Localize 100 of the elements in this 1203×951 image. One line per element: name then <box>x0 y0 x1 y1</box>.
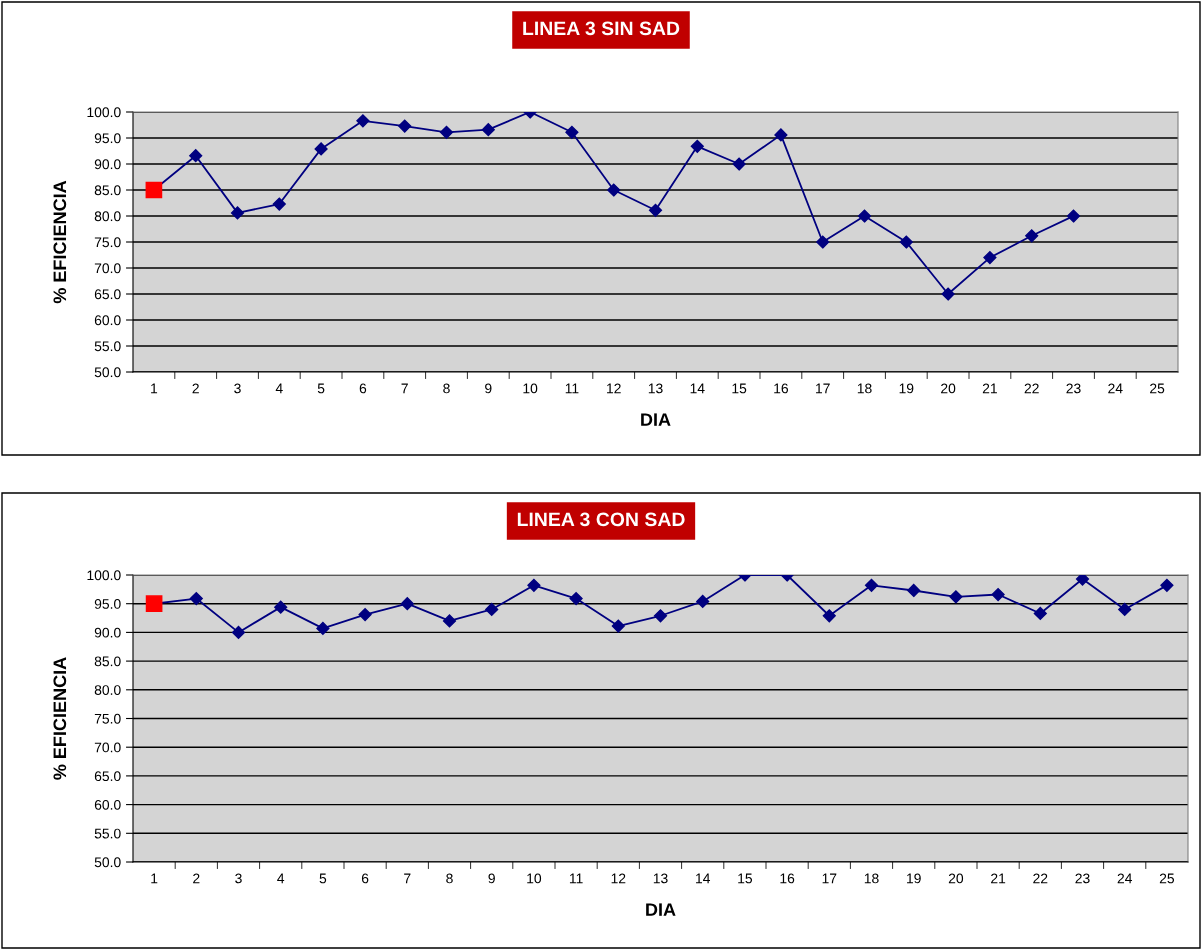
x-tick-label: 18 <box>857 383 872 394</box>
point <box>653 609 668 623</box>
point <box>569 591 583 606</box>
point <box>732 157 746 171</box>
y-tick-label: 75.0 <box>94 713 121 724</box>
y-axis-title: % EFICIENCIA <box>53 180 67 304</box>
x-tick-label: 25 <box>1150 383 1165 394</box>
point <box>864 578 879 592</box>
point <box>230 206 245 220</box>
x-tick-label: 17 <box>822 873 837 884</box>
point <box>1025 229 1039 243</box>
point <box>316 621 330 635</box>
y-tick-label: 60.0 <box>94 799 121 810</box>
chart-title: LINEA 3 CON SAD <box>517 512 685 527</box>
point <box>1118 602 1132 617</box>
x-tick-label: 15 <box>738 873 753 884</box>
x-tick-label: 25 <box>1159 873 1175 884</box>
x-tick-label: 22 <box>1024 383 1039 394</box>
point <box>189 149 203 163</box>
point <box>358 608 372 622</box>
x-tick-label: 6 <box>361 873 369 884</box>
y-tick-label: 95.0 <box>94 599 121 609</box>
point <box>231 625 246 639</box>
point <box>949 590 963 604</box>
point <box>272 197 286 211</box>
x-tick-label: 20 <box>948 873 964 884</box>
x-tick-label: 9 <box>485 383 492 394</box>
point <box>648 203 663 217</box>
point <box>774 128 788 142</box>
y-tick-label: 50.0 <box>94 367 121 378</box>
y-tick-label: 60.0 <box>94 315 121 326</box>
x-tick-label: 16 <box>774 383 789 394</box>
point <box>690 139 704 153</box>
point <box>442 614 457 628</box>
point <box>1033 606 1047 621</box>
x-tick-label: 21 <box>991 873 1006 884</box>
y-tick-label: 55.0 <box>94 828 121 839</box>
x-tick-label: 13 <box>653 873 668 884</box>
y-tick-label: 55.0 <box>94 341 121 352</box>
x-tick-label: 4 <box>275 383 283 394</box>
point <box>816 235 830 249</box>
y-tick-label: 80.0 <box>94 211 121 222</box>
point <box>696 594 710 608</box>
x-tick-label: 23 <box>1075 873 1090 884</box>
y-tick-label: 75.0 <box>94 237 121 248</box>
x-tick-label: 18 <box>864 873 879 884</box>
point <box>1160 578 1174 592</box>
point <box>1066 209 1081 223</box>
x-tick-label: 17 <box>816 383 830 394</box>
point <box>485 602 499 617</box>
x-tick-label: 7 <box>401 383 408 394</box>
point <box>274 600 288 614</box>
x-axis-title: DIA <box>646 903 676 916</box>
x-tick-label: 2 <box>193 873 200 884</box>
x-tick-label: 15 <box>732 383 747 394</box>
x-tick-label: 23 <box>1066 383 1081 394</box>
y-axis-title: % EFICIENCIA <box>53 657 67 780</box>
x-tick-label: 19 <box>907 873 921 884</box>
y-tick-label: 90.0 <box>94 627 121 638</box>
x-tick-label: 12 <box>607 383 621 394</box>
chart-title: LINEA 3 SIN SAD <box>523 21 680 36</box>
x-tick-label: 21 <box>982 383 997 394</box>
point <box>991 587 1005 602</box>
point <box>983 251 997 265</box>
y-tick-label: 80.0 <box>94 685 121 695</box>
x-tick-label: 11 <box>569 873 583 884</box>
y-tick-label: 70.0 <box>94 742 121 753</box>
x-tick-label: 8 <box>446 873 453 884</box>
x-tick-label: 12 <box>611 873 626 884</box>
x-tick-label: 10 <box>527 873 542 884</box>
point <box>907 583 921 598</box>
point <box>527 578 541 592</box>
x-tick-label: 22 <box>1033 873 1048 884</box>
point <box>439 125 454 139</box>
point <box>400 597 414 611</box>
point <box>398 119 412 133</box>
x-tick-label: 24 <box>1117 873 1133 884</box>
y-tick-label: 95.0 <box>94 133 121 144</box>
x-tick-label: 13 <box>648 383 663 394</box>
x-tick-label: 1 <box>151 383 158 394</box>
x-tick-label: 1 <box>151 873 158 884</box>
x-tick-label: 11 <box>565 383 579 394</box>
point <box>941 287 955 301</box>
point <box>565 125 579 139</box>
y-tick-label: 100.0 <box>87 107 121 118</box>
y-tick-label: 85.0 <box>94 185 121 196</box>
point <box>857 209 872 223</box>
point <box>899 235 913 249</box>
point <box>481 123 495 137</box>
point <box>189 591 203 606</box>
y-tick-label: 90.0 <box>94 159 121 170</box>
point <box>356 114 370 128</box>
point <box>1075 575 1090 586</box>
x-tick-label: 5 <box>319 873 327 884</box>
y-tick-label: 65.0 <box>94 771 121 782</box>
x-tick-label: 8 <box>443 383 450 394</box>
x-tick-label: 16 <box>780 873 795 884</box>
x-tick-label: 10 <box>523 383 538 394</box>
x-tick-label: 19 <box>899 383 914 394</box>
point <box>822 609 836 623</box>
